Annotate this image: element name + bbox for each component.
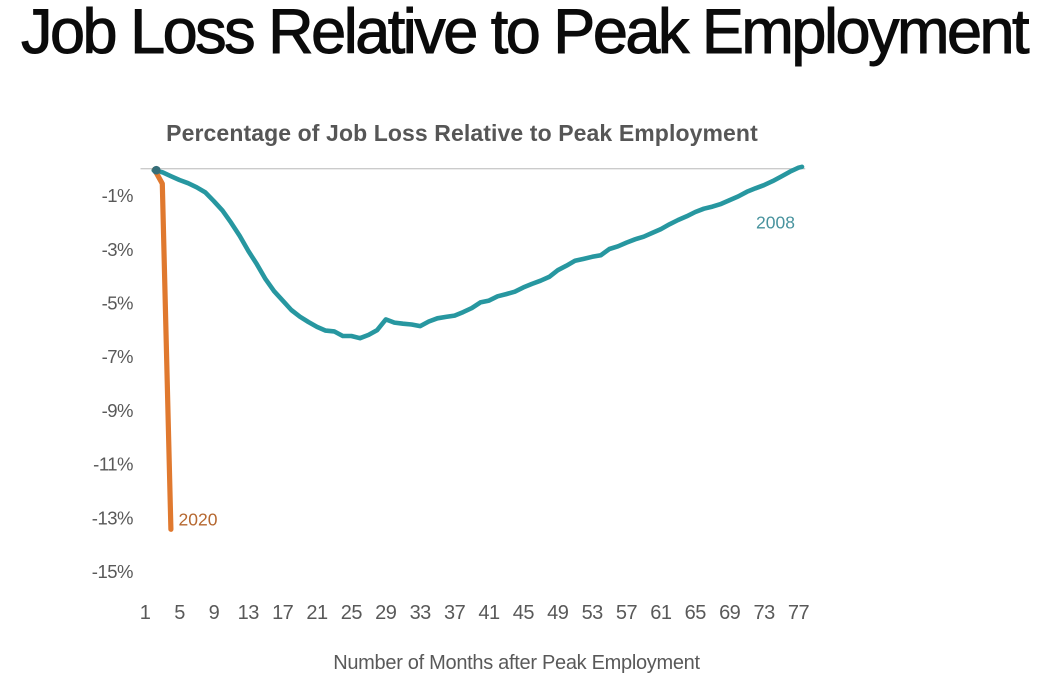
svg-text:41: 41 [478,602,500,624]
svg-text:61: 61 [650,602,672,624]
svg-text:9: 9 [209,602,220,624]
svg-text:53: 53 [582,602,604,624]
svg-text:73: 73 [753,602,775,624]
svg-text:Percentage of Job Loss Relativ: Percentage of Job Loss Relative to Peak … [166,120,758,146]
svg-text:-15%: -15% [92,561,133,582]
svg-text:33: 33 [410,602,432,624]
svg-text:25: 25 [341,602,363,624]
svg-text:-9%: -9% [102,400,133,421]
svg-text:5: 5 [174,602,185,624]
svg-text:57: 57 [616,602,638,624]
svg-text:65: 65 [685,602,707,624]
svg-text:-1%: -1% [102,185,133,206]
svg-text:13: 13 [238,602,260,624]
svg-text:69: 69 [719,602,741,624]
svg-text:21: 21 [306,602,328,624]
svg-text:-3%: -3% [102,239,133,260]
svg-text:-13%: -13% [92,507,133,528]
svg-text:-11%: -11% [93,454,133,475]
svg-text:-7%: -7% [102,346,133,367]
svg-text:2020: 2020 [179,509,218,529]
svg-text:49: 49 [547,602,569,624]
svg-text:45: 45 [513,602,535,624]
svg-text:17: 17 [272,602,294,624]
svg-text:77: 77 [788,602,810,624]
svg-text:2008: 2008 [756,213,795,233]
svg-text:37: 37 [444,602,466,624]
svg-text:-5%: -5% [102,293,133,314]
svg-text:1: 1 [140,602,151,624]
svg-text:Number of Months after Peak Em: Number of Months after Peak Employment [333,652,700,674]
svg-text:29: 29 [375,602,397,624]
